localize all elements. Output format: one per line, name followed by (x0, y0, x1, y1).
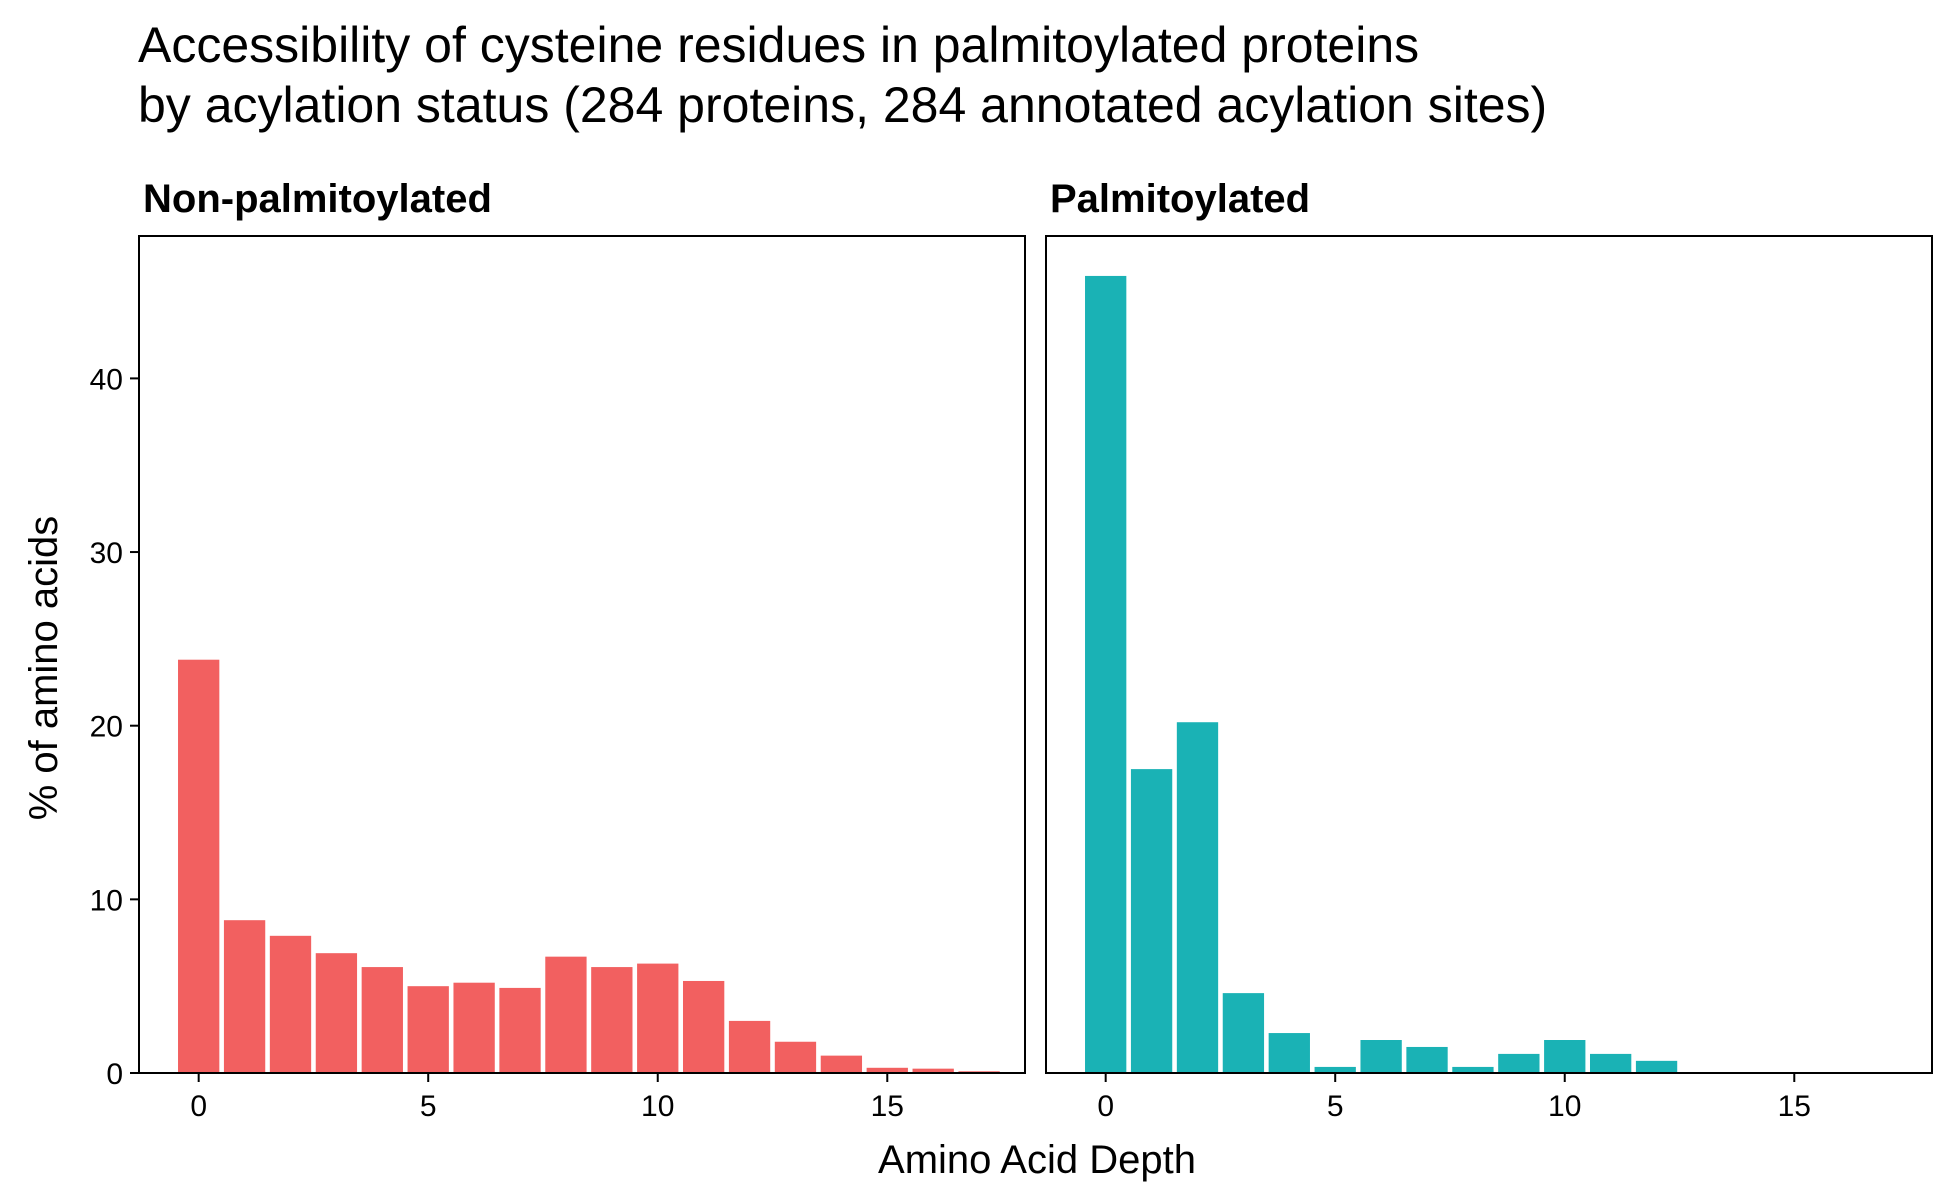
chart-title-line-2: by acylation status (284 proteins, 284 a… (138, 77, 1547, 133)
bar-non-palmitoylated-depth-4 (361, 967, 403, 1073)
panel-palmitoylated (1045, 235, 1933, 1074)
chart-title-line-1: Accessibility of cysteine residues in pa… (138, 17, 1419, 73)
facet-label-right: Palmitoylated (1050, 177, 1310, 221)
bar-palmitoylated-depth-2 (1176, 722, 1219, 1073)
bar-non-palmitoylated-depth-3 (315, 953, 358, 1073)
y-tick-label: 40 (90, 363, 123, 396)
bar-non-palmitoylated-depth-16 (912, 1068, 954, 1073)
x-tick-label: 0 (1097, 1090, 1114, 1123)
y-tick-label: 10 (90, 884, 123, 917)
bar-non-palmitoylated-depth-13 (774, 1041, 817, 1073)
y-tick-label: 20 (90, 711, 123, 744)
bar-non-palmitoylated-depth-6 (453, 982, 495, 1073)
bar-palmitoylated-depth-12 (1635, 1060, 1678, 1073)
x-tick-label: 10 (641, 1090, 674, 1123)
bar-non-palmitoylated-depth-0 (178, 659, 220, 1073)
bar-non-palmitoylated-depth-11 (682, 980, 725, 1073)
bar-palmitoylated-depth-3 (1222, 993, 1265, 1073)
x-axis-title: Amino Acid Depth (878, 1138, 1196, 1182)
bar-non-palmitoylated-depth-8 (545, 956, 587, 1073)
x-tick-label: 0 (190, 1090, 207, 1123)
bar-palmitoylated-depth-5 (1314, 1066, 1356, 1073)
bar-non-palmitoylated-depth-5 (407, 986, 449, 1073)
y-tick-label: 30 (90, 537, 123, 570)
x-tick-label: 15 (1778, 1090, 1811, 1123)
bar-palmitoylated-depth-11 (1589, 1053, 1632, 1073)
x-tick-label: 15 (871, 1090, 904, 1123)
x-tick-label: 10 (1548, 1090, 1581, 1123)
y-axis-title: % of amino acids (22, 516, 66, 821)
bar-palmitoylated-depth-7 (1406, 1046, 1448, 1073)
facet-label-left: Non-palmitoylated (143, 177, 492, 221)
bar-palmitoylated-depth-10 (1544, 1040, 1586, 1073)
bar-non-palmitoylated-depth-14 (820, 1055, 863, 1073)
bar-palmitoylated-depth-9 (1498, 1053, 1540, 1073)
bar-non-palmitoylated-depth-10 (637, 963, 679, 1073)
bar-palmitoylated-depth-0 (1085, 275, 1127, 1073)
y-tick-label: 0 (106, 1058, 123, 1091)
panel-border (1045, 235, 1933, 1074)
x-tick-label: 5 (1327, 1090, 1344, 1123)
bar-non-palmitoylated-depth-12 (728, 1020, 771, 1073)
bar-palmitoylated-depth-8 (1452, 1066, 1494, 1073)
bar-palmitoylated-depth-1 (1130, 769, 1173, 1073)
bar-non-palmitoylated-depth-15 (866, 1067, 908, 1073)
panel-non-palmitoylated (138, 235, 1026, 1074)
x-axis: 0 5 10 15 0 5 10 15 (190, 1073, 1811, 1123)
bar-non-palmitoylated-depth-9 (591, 967, 633, 1073)
y-axis: 0 10 20 30 40 (90, 363, 139, 1091)
bar-palmitoylated-depth-6 (1360, 1040, 1402, 1073)
bar-non-palmitoylated-depth-1 (223, 920, 266, 1073)
panel-border (138, 235, 1026, 1074)
bar-palmitoylated-depth-4 (1268, 1033, 1310, 1073)
bar-non-palmitoylated-depth-2 (269, 935, 312, 1073)
bar-non-palmitoylated-depth-7 (499, 987, 541, 1073)
x-tick-label: 5 (420, 1090, 437, 1123)
